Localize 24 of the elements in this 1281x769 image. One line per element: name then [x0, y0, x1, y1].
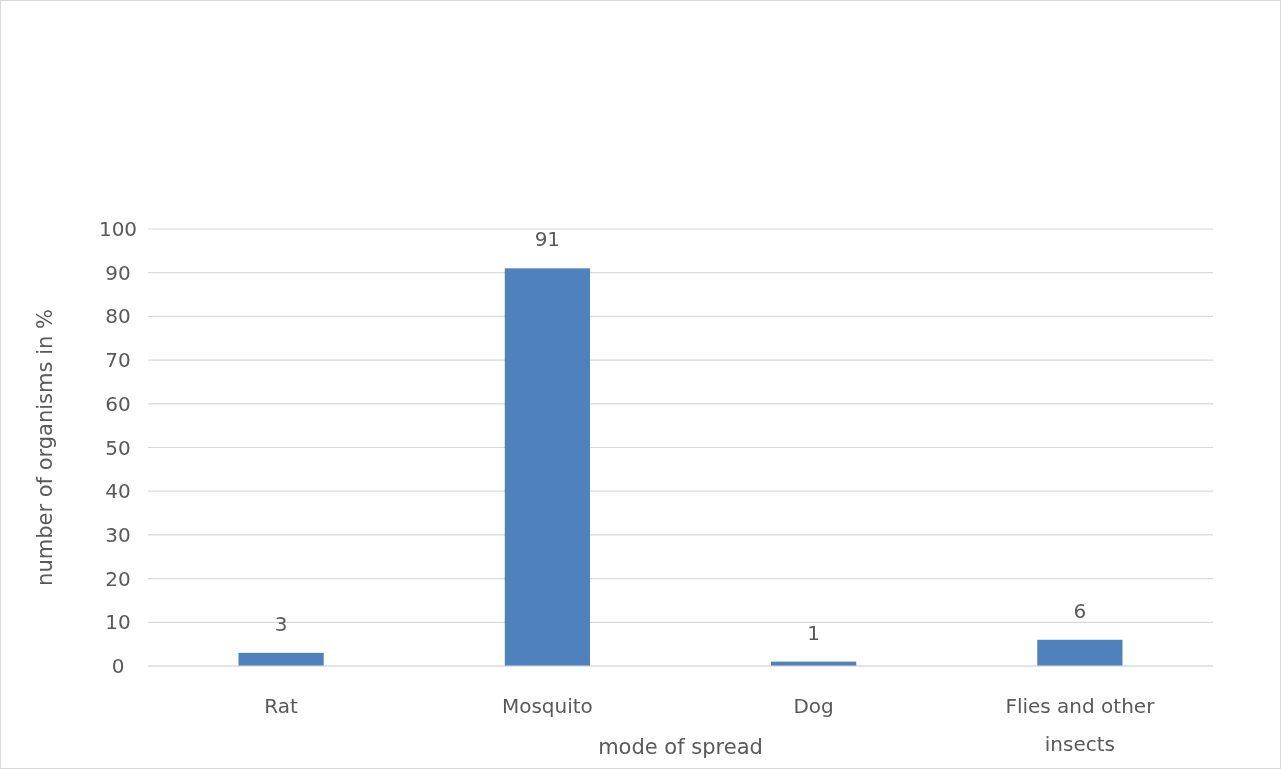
- x-tick-label: Mosquito: [501, 694, 593, 718]
- x-tick-label: Flies and other insects: [1005, 694, 1156, 756]
- y-tick-label: 20: [105, 566, 131, 591]
- y-tick-label: 30: [105, 522, 131, 547]
- bar: [238, 652, 324, 666]
- y-tick-label: 10: [105, 610, 131, 635]
- y-tick-label: 80: [105, 304, 131, 329]
- data-label: 6: [1073, 598, 1087, 623]
- y-tick-label: 40: [105, 479, 131, 504]
- x-tick-label: Rat: [264, 694, 299, 718]
- y-tick-label: 0: [111, 654, 125, 678]
- data-label: 91: [534, 227, 561, 252]
- data-label: 3: [274, 611, 288, 636]
- bar: [1037, 639, 1123, 666]
- y-tick-label: 50: [105, 435, 131, 460]
- data-label: 1: [807, 620, 820, 645]
- y-tick-label: 60: [105, 391, 131, 416]
- y-axis-title: number of organisms in %: [33, 309, 57, 586]
- y-tick-label: 100: [98, 217, 138, 241]
- bar: [504, 268, 590, 666]
- x-tick-label: Dog: [793, 694, 834, 718]
- y-tick-label: 90: [105, 260, 131, 285]
- x-axis-title: mode of spread: [598, 735, 763, 759]
- y-tick-label: 70: [105, 348, 131, 373]
